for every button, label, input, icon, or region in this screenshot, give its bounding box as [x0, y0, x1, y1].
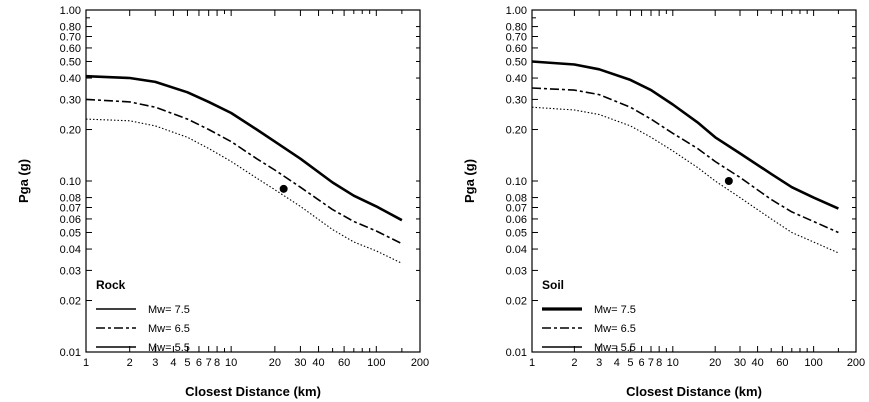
data-point	[724, 177, 733, 185]
x-tick-label: 4	[170, 357, 176, 369]
y-tick-label: 0.04	[506, 244, 527, 256]
legend-label: Mw= 7.5	[594, 304, 636, 316]
x-tick-label: 200	[847, 357, 865, 369]
x-tick-label: 60	[776, 357, 788, 369]
y-tick-label: 0.80	[60, 22, 81, 34]
x-tick-label: 2	[127, 357, 133, 369]
y-tick-label: 0.05	[60, 227, 81, 239]
legend: Rock Mw= 7.5 Mw= 6.5 Mw= 5.5	[96, 278, 190, 354]
y-axis-ticks: 0.01 0.02 0.03 0.04 0.050.060.070.08 0.10 0.20…	[506, 5, 856, 359]
x-tick-label: 3	[152, 357, 158, 369]
x-tick-label: 3	[596, 357, 602, 369]
x-tick-label: 6	[196, 357, 202, 369]
y-tick-label: 0.06	[506, 214, 527, 226]
y-tick-label: 0.40	[60, 73, 81, 85]
data-point	[279, 184, 288, 193]
y-tick-label: 0.08	[60, 193, 81, 205]
legend-label: Mw= 6.5	[594, 323, 636, 335]
series-line-mw-55	[85, 118, 403, 264]
x-tick-label: 40	[312, 357, 324, 369]
x-tick-label: 1	[529, 357, 535, 369]
y-tick-label: 0.20	[506, 125, 527, 137]
y-tick-label: 0.01	[506, 347, 527, 359]
y-tick-label: 0.10	[60, 176, 81, 188]
y-tick-label: 0.40	[506, 73, 527, 85]
x-tick-label: 5	[184, 357, 190, 369]
series-line-mw-75	[531, 60, 839, 210]
x-axis-title: Closest Distance (km)	[626, 384, 762, 399]
y-tick-label: 0.02	[506, 296, 527, 308]
x-tick-label: 100	[804, 357, 822, 369]
series-line-mw-75	[85, 74, 403, 222]
y-tick-label: 0.60	[506, 43, 527, 55]
y-tick-label: 1.00	[60, 5, 81, 17]
x-axis-ticks: 1 2 3 4 5 6 7 8 10 20 30 40 60 100 200	[529, 10, 865, 369]
y-tick-label: 0.07	[506, 202, 527, 214]
y-tick-label: 0.07	[60, 202, 81, 214]
plot-frame	[85, 9, 421, 353]
y-tick-label: 0.05	[506, 227, 527, 239]
x-axis-title: Closest Distance (km)	[185, 384, 321, 399]
chart-panel-soil: 0.01 0.02 0.03 0.04 0.050.060.070.08 0.10 0.20…	[462, 5, 865, 399]
legend-label: Mw= 5.5	[148, 342, 190, 354]
series-line-mw-55	[531, 106, 839, 254]
x-tick-label: 6	[639, 357, 645, 369]
y-tick-label: 1.00	[506, 5, 527, 17]
x-tick-label: 20	[709, 357, 721, 369]
x-tick-label: 4	[614, 357, 620, 369]
x-tick-label: 30	[294, 357, 306, 369]
x-tick-label: 7	[206, 357, 212, 369]
y-tick-label: 0.30	[60, 94, 81, 106]
x-tick-label: 10	[667, 357, 679, 369]
x-tick-label: 40	[751, 357, 763, 369]
y-tick-label: 0.02	[60, 296, 81, 308]
x-tick-label: 8	[214, 357, 220, 369]
y-tick-label: 0.50	[60, 56, 81, 68]
legend-label: Mw= 6.5	[148, 323, 190, 335]
series-line-mw-65	[531, 87, 839, 234]
x-tick-label: 7	[648, 357, 654, 369]
y-tick-label: 0.80	[506, 22, 527, 34]
series-line-mw-65	[85, 98, 403, 245]
x-tick-label: 10	[225, 357, 237, 369]
y-tick-label: 0.08	[506, 193, 527, 205]
y-tick-label: 0.70	[60, 31, 81, 43]
y-tick-label: 0.03	[506, 265, 527, 277]
x-tick-label: 1	[83, 357, 89, 369]
x-tick-label: 8	[656, 357, 662, 369]
x-tick-label: 2	[571, 357, 577, 369]
y-tick-label: 0.03	[60, 265, 81, 277]
y-tick-label: 0.01	[60, 347, 81, 359]
y-tick-label: 0.20	[60, 125, 81, 137]
x-tick-label: 5	[627, 357, 633, 369]
legend-title: Rock	[96, 278, 126, 292]
y-tick-label: 0.60	[60, 43, 81, 55]
legend-label: Mw= 7.5	[148, 304, 190, 316]
legend-title: Soil	[542, 278, 564, 292]
y-tick-label: 0.10	[506, 176, 527, 188]
legend-label: Mw= 5.5	[594, 342, 636, 354]
y-tick-label: 0.50	[506, 56, 527, 68]
x-tick-label: 30	[734, 357, 746, 369]
chart-panel-rock: 0.01 0.02 0.03 0.04 0.050.060.070.08 0.10 0.20…	[16, 5, 429, 399]
y-axis-ticks: 0.01 0.02 0.03 0.04 0.050.060.070.08 0.10 0.20…	[60, 5, 420, 359]
y-tick-label: 0.70	[506, 31, 527, 43]
y-tick-label: 0.04	[60, 244, 81, 256]
x-axis-ticks: 1 2 3 4 5 6 7 8 10 20 30 40 60 100 200	[83, 10, 429, 369]
y-axis-title: Pga (g)	[462, 159, 477, 203]
y-tick-label: 0.30	[506, 94, 527, 106]
y-axis-title: Pga (g)	[16, 159, 31, 203]
x-tick-label: 200	[411, 357, 429, 369]
plot-frame	[531, 9, 857, 353]
legend: Soil Mw= 7.5 Mw= 6.5 Mw= 5.5	[542, 278, 636, 354]
x-tick-label: 60	[338, 357, 350, 369]
x-tick-label: 100	[367, 357, 385, 369]
y-tick-label: 0.06	[60, 214, 81, 226]
x-tick-label: 20	[269, 357, 281, 369]
